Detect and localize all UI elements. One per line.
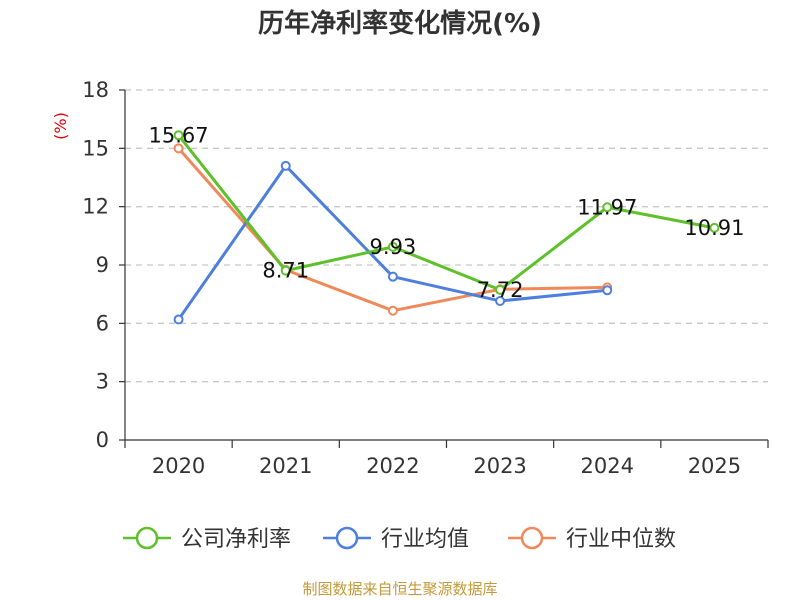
x-tick-label-2020: 2020 [152,454,205,478]
data-label-2022: 9.93 [370,235,417,259]
x-tick-label-2021: 2021 [259,454,312,478]
series-1-point-2023 [495,295,506,306]
legend[interactable]: 公司净利率 行业均值 行业中位数 [123,526,676,552]
grid-lines [125,89,768,383]
series-line-0 [177,134,715,292]
series-0-point-2024 [602,202,613,213]
legend-marker-0 [135,526,159,550]
data-label-2021: 8.71 [262,259,309,283]
legend-marker-1 [335,526,359,550]
axes: 0 3 6 9 12 15 18 2020 2021 2022 2023 2024 2025 [82,78,769,478]
data-label-2024: 11.97 [577,195,637,219]
y-tick-label-15: 15 [82,136,109,160]
legend-item-1[interactable]: 行业均值 [323,526,469,552]
x-tick-label-2023: 2023 [473,454,526,478]
series-1-point-2021 [280,160,291,171]
y-axis-unit: (%) [51,112,70,140]
series-0-point-2025 [709,222,720,233]
series-1 [173,160,613,325]
series-1-point-2020 [173,314,184,325]
legend-label-0: 公司净利率 [181,527,291,552]
y-tick-label-9: 9 [96,253,109,277]
series-0-point-2020 [173,130,184,141]
legend-marker-2 [520,526,544,550]
y-tick-label-6: 6 [96,311,109,335]
y-tick-label-18: 18 [82,78,109,102]
legend-label-2: 行业中位数 [566,527,676,552]
legend-item-2[interactable]: 行业中位数 [508,526,676,552]
series-0-point-2021 [280,265,291,276]
x-tick-label-2022: 2022 [366,454,419,478]
source-note: 制图数据来自恒生聚源数据库 [302,580,497,598]
series-2-point-2022 [387,305,398,316]
series-layer [173,130,720,325]
series-0 [173,130,720,295]
x-tick-label-2024: 2024 [581,454,634,478]
legend-item-0[interactable]: 公司净利率 [123,526,291,552]
x-tick-label-2025: 2025 [688,454,741,478]
data-labels: 15.67 8.71 9.93 7.72 11.97 10.91 [149,123,745,302]
series-0-point-2023 [495,284,506,295]
data-label-2023: 7.72 [477,278,524,302]
series-2-point-2020 [173,143,184,154]
y-tick-label-12: 12 [82,195,109,219]
series-0-point-2022 [387,241,398,252]
series-1-point-2022 [387,271,398,282]
series-1-point-2024 [602,285,613,296]
chart-title: 历年净利率变化情况(%) [258,8,542,39]
y-tick-label-3: 3 [96,370,109,394]
legend-label-1: 行业均值 [381,527,469,552]
data-label-2025: 10.91 [684,216,744,240]
data-label-2020: 15.67 [149,123,209,147]
y-tick-label-0: 0 [96,428,109,452]
